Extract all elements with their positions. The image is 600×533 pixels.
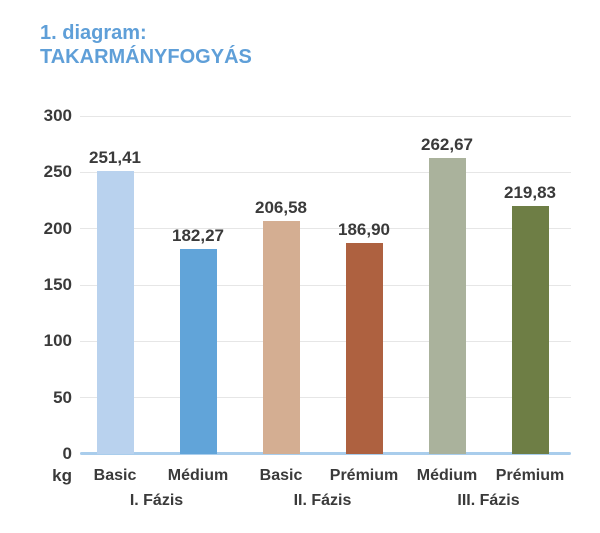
bar-category-label: Prémium [329, 467, 399, 484]
gridline-150 [80, 284, 571, 286]
y-tick-label-150: 150 [43, 275, 72, 294]
chart-title-line1: 1. diagram: [40, 22, 147, 44]
bar-i-f-zis-m-dium [179, 248, 217, 454]
x-axis-line [80, 452, 571, 455]
bar-value-label: 262,67 [421, 135, 473, 155]
bar-category-label: Basic [259, 467, 303, 484]
bar-i-f-zis-basic [96, 170, 134, 454]
bar-category-label: Prémium [495, 467, 565, 484]
gridline-100 [80, 340, 571, 342]
bar-value-label: 251,41 [89, 147, 141, 167]
bar-iii-f-zis-pr-mium [511, 206, 549, 454]
bar-iii-f-zis-m-dium [428, 158, 466, 454]
group-label-3: III. Fázis [457, 492, 520, 509]
bar-category-label: Médium [416, 467, 478, 484]
chart-title: 1. diagram: TAKARMÁNYFOGYÁS [40, 21, 252, 69]
bar-ii-f-zis-pr-mium [345, 243, 383, 454]
chart-title-line2: TAKARMÁNYFOGYÁS [40, 46, 252, 68]
gridline-200 [80, 228, 571, 230]
y-tick-label-200: 200 [43, 218, 72, 238]
bar-value-label: 206,58 [255, 198, 307, 218]
y-tick-label-300: 300 [43, 106, 72, 125]
y-tick-label-100: 100 [43, 331, 72, 351]
y-axis-unit-label: kg [52, 466, 72, 485]
y-tick-label-50: 50 [53, 387, 72, 407]
bar-value-label: 186,90 [338, 220, 390, 240]
gridline-50 [80, 397, 571, 399]
bar-category-label: Basic [93, 467, 137, 484]
bar-value-label: 219,83 [504, 183, 556, 203]
gridline-300 [80, 115, 571, 117]
y-tick-label-0: 0 [62, 444, 72, 463]
group-label-2: II. Fázis [293, 492, 352, 509]
y-tick-label-250: 250 [43, 162, 72, 182]
gridline-250 [80, 171, 571, 173]
bar-ii-f-zis-basic [262, 221, 300, 454]
bar-value-label: 182,27 [172, 225, 224, 245]
group-label-1: I. Fázis [129, 492, 184, 509]
bar-category-label: Médium [167, 467, 229, 484]
